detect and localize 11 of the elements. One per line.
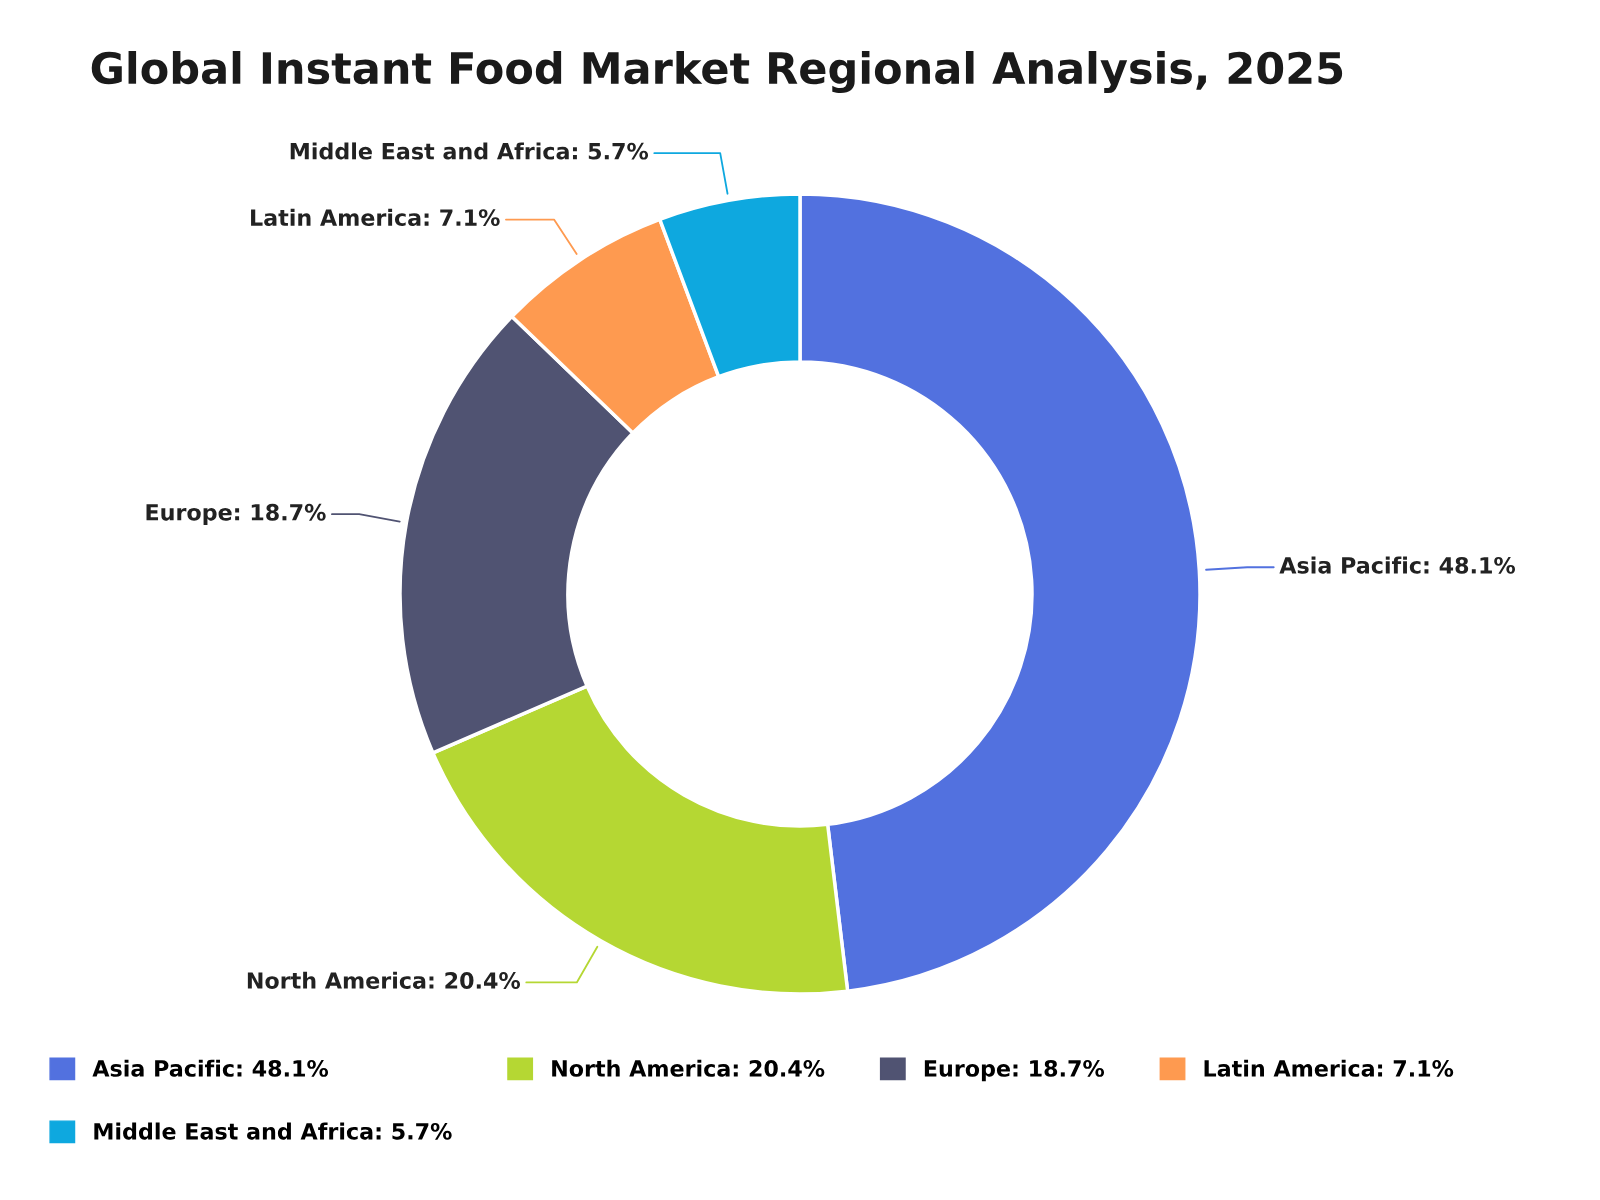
slice-label: Europe: 18.7% (146, 503, 326, 525)
slice-label: North America: 20.4% (247, 971, 521, 989)
legend-label: Middle East and Africa: 5.7% (94, 1122, 452, 1140)
legend-label: Asia Pacific: 48.1% (92, 1059, 329, 1077)
legend-label: Europe: 18.7% (924, 1060, 1105, 1082)
slice-label: Asia Pacific: 48.1% (1279, 556, 1516, 574)
slice-label: Latin America: 7.1% (251, 208, 500, 227)
legend-label: North America: 20.4% (552, 1059, 825, 1077)
slice-label: Middle East and Africa: 5.7% (290, 142, 649, 160)
legend-label: Latin America: 7.1% (1204, 1059, 1454, 1077)
chart-title: Global Instant Food Market Regional Analysis, 2025 (91, 51, 1343, 93)
